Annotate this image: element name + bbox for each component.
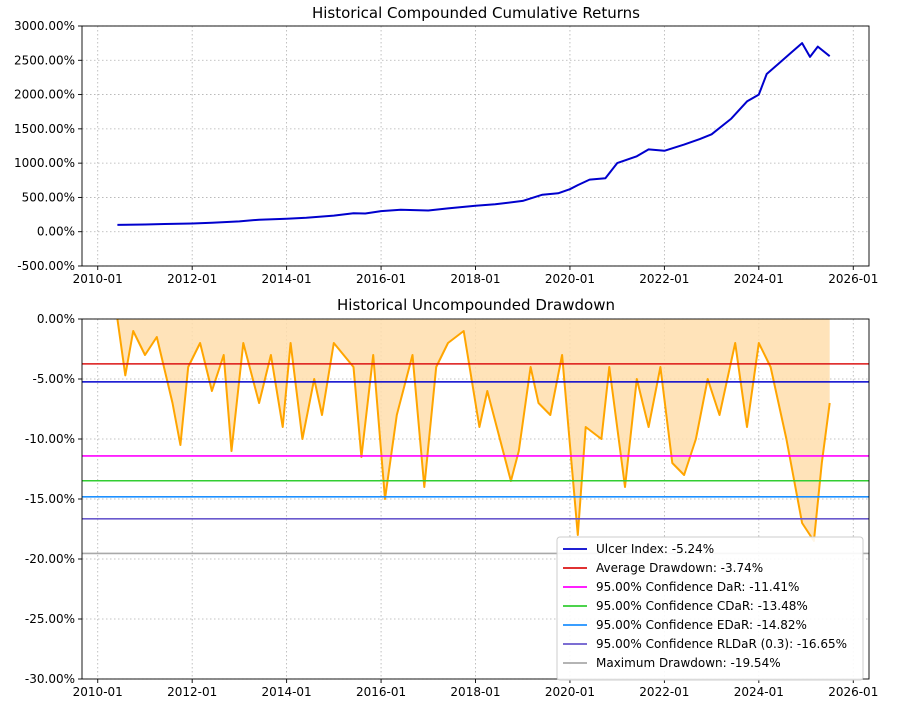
- y-tick-label: 0.00%: [37, 312, 75, 326]
- cumulative-return-line: [117, 42, 831, 226]
- chart-title: Historical Uncompounded Drawdown: [337, 296, 615, 314]
- x-tick-label: 2026-01: [828, 685, 878, 699]
- y-tick-label: 2500.00%: [14, 53, 75, 67]
- legend-entry: Maximum Drawdown: -19.54%: [596, 656, 781, 670]
- y-tick-label: -5.00%: [33, 372, 75, 386]
- y-tick-label: -30.00%: [25, 672, 75, 686]
- x-tick-label: 2026-01: [828, 272, 878, 286]
- x-tick-label: 2014-01: [262, 685, 312, 699]
- x-tick-label: 2020-01: [545, 685, 595, 699]
- legend-entry: 95.00% Confidence DaR: -11.41%: [596, 580, 799, 594]
- x-tick-label: 2020-01: [545, 272, 595, 286]
- legend: Ulcer Index: -5.24% Average Drawdown: -3.…: [556, 536, 864, 681]
- x-tick-label: 2018-01: [450, 685, 500, 699]
- chart-title: Historical Compounded Cumulative Returns: [312, 4, 640, 22]
- y-tick-label: -10.00%: [25, 432, 75, 446]
- legend-entry: Ulcer Index: -5.24%: [596, 542, 714, 556]
- x-tick-label: 2012-01: [167, 685, 217, 699]
- y-tick-label: -15.00%: [25, 492, 75, 506]
- cumulative-returns-chart: Historical Compounded Cumulative Returns…: [14, 4, 878, 286]
- y-tick-label: -20.00%: [25, 552, 75, 566]
- drawdown-line: [116, 318, 831, 542]
- x-tick-label: 2014-01: [262, 272, 312, 286]
- y-tick-label: -500.00%: [17, 259, 75, 273]
- y-tick-label: 3000.00%: [14, 19, 75, 33]
- y-tick-label: 0.00%: [37, 225, 75, 239]
- x-tick-label: 2022-01: [639, 272, 689, 286]
- legend-entry: Average Drawdown: -3.74%: [596, 561, 763, 575]
- drawdown-area: [117, 319, 830, 541]
- legend-entry: 95.00% Confidence EDaR: -14.82%: [596, 618, 807, 632]
- x-tick-label: 2024-01: [734, 272, 784, 286]
- x-tick-label: 2010-01: [73, 685, 123, 699]
- drawdown-chart: Historical Uncompounded Drawdown -30.00%…: [25, 296, 878, 699]
- legend-entry: 95.00% Confidence RLDaR (0.3): -16.65%: [596, 637, 847, 651]
- x-tick-label: 2012-01: [167, 272, 217, 286]
- y-tick-label: 500.00%: [22, 190, 75, 204]
- x-tick-label: 2016-01: [356, 685, 406, 699]
- x-tick-label: 2016-01: [356, 272, 406, 286]
- legend-entry: 95.00% Confidence CDaR: -13.48%: [596, 599, 808, 613]
- x-tick-label: 2024-01: [734, 685, 784, 699]
- x-tick-label: 2010-01: [73, 272, 123, 286]
- y-tick-label: -25.00%: [25, 612, 75, 626]
- x-tick-label: 2022-01: [639, 685, 689, 699]
- legend-box: [556, 536, 864, 681]
- x-tick-label: 2018-01: [450, 272, 500, 286]
- y-tick-label: 1500.00%: [14, 122, 75, 136]
- y-tick-label: 1000.00%: [14, 156, 75, 170]
- y-tick-label: 2000.00%: [14, 88, 75, 102]
